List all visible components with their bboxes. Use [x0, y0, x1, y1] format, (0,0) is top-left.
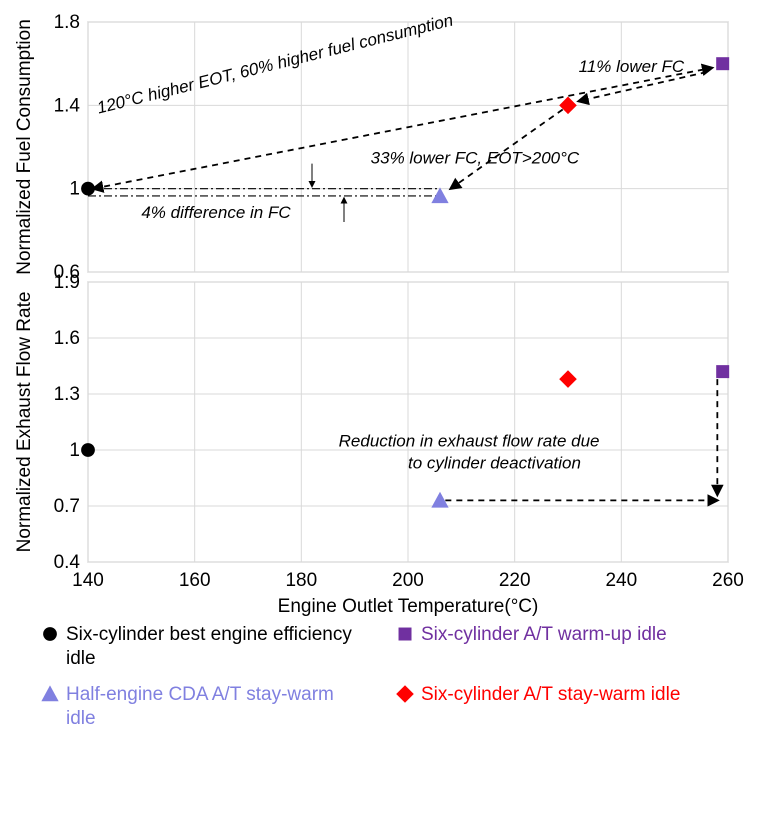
svg-text:1.6: 1.6: [54, 328, 80, 349]
svg-text:Normalized Fuel Consumption: Normalized Fuel Consumption: [14, 19, 35, 275]
svg-text:Engine Outlet Temperature(°C): Engine Outlet Temperature(°C): [278, 596, 539, 617]
svg-text:0.7: 0.7: [54, 496, 80, 517]
svg-text:Six-cylinder best engine effic: Six-cylinder best engine efficiency: [66, 624, 352, 645]
svg-text:to cylinder deactivation: to cylinder deactivation: [408, 454, 581, 473]
svg-text:120°C higher EOT, 60% higher f: 120°C higher EOT, 60% higher fuel consum…: [95, 11, 455, 118]
svg-text:Six-cylinder A/T warm-up idle: Six-cylinder A/T warm-up idle: [421, 624, 667, 645]
svg-text:240: 240: [605, 570, 637, 591]
svg-text:1.4: 1.4: [54, 95, 81, 116]
svg-text:1.3: 1.3: [54, 384, 80, 405]
svg-text:11% lower FC: 11% lower FC: [579, 57, 685, 76]
svg-text:1.9: 1.9: [54, 272, 80, 293]
chart-svg: 0.611.41.8Normalized Fuel Consumption0.4…: [10, 10, 748, 803]
chart-container: 0.611.41.8Normalized Fuel Consumption0.4…: [10, 10, 748, 803]
svg-text:Reduction in exhaust flow rate: Reduction in exhaust flow rate due: [339, 431, 600, 450]
svg-text:1: 1: [69, 440, 80, 461]
svg-text:33% lower FC, EOT>200°C: 33% lower FC, EOT>200°C: [371, 149, 580, 168]
svg-text:idle: idle: [66, 708, 96, 729]
svg-text:260: 260: [712, 570, 744, 591]
svg-text:200: 200: [392, 570, 424, 591]
svg-text:220: 220: [499, 570, 531, 591]
svg-text:Normalized Exhaust Flow Rate: Normalized Exhaust Flow Rate: [14, 292, 35, 553]
svg-text:Six-cylinder A/T stay-warm idl: Six-cylinder A/T stay-warm idle: [421, 684, 680, 705]
svg-text:1.8: 1.8: [54, 12, 80, 33]
svg-text:1: 1: [69, 179, 80, 200]
svg-text:140: 140: [72, 570, 104, 591]
svg-text:Half-engine CDA A/T stay-warm: Half-engine CDA A/T stay-warm: [66, 684, 334, 705]
svg-text:160: 160: [179, 570, 211, 591]
svg-text:180: 180: [285, 570, 317, 591]
svg-text:idle: idle: [66, 648, 96, 669]
svg-text:4% difference in FC: 4% difference in FC: [141, 203, 291, 222]
